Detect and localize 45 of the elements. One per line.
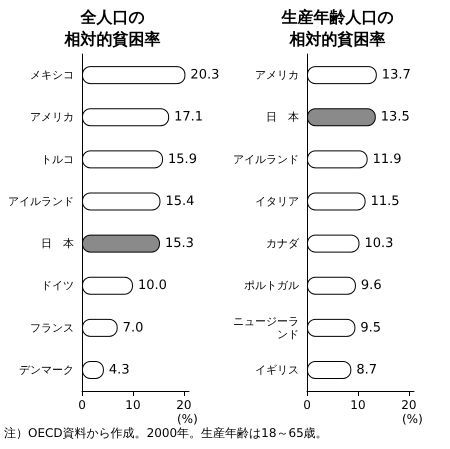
x-tick-label: 10 bbox=[350, 398, 366, 412]
y-tick-label: ニュージーランド bbox=[233, 314, 299, 341]
data-label: 11.9 bbox=[372, 152, 402, 167]
data-label: 7.0 bbox=[122, 320, 144, 336]
y-tick-label: アイルランド bbox=[8, 194, 74, 208]
x-tick-label: 10 bbox=[125, 398, 141, 412]
data-label: 13.5 bbox=[380, 110, 410, 125]
data-label: 15.3 bbox=[164, 236, 194, 252]
y-tick-label: トルコ bbox=[41, 152, 74, 166]
x-axis-title: (%) bbox=[177, 412, 198, 426]
y-tick-label: デンマーク bbox=[19, 363, 74, 376]
x-tick-label: 20 bbox=[176, 398, 192, 412]
data-label: 13.7 bbox=[382, 68, 411, 83]
data-label: 15.9 bbox=[168, 152, 197, 167]
chart-title: 生産年齢人口の bbox=[280, 8, 394, 26]
y-tick-label: 日 本 bbox=[266, 110, 299, 124]
data-label: 10.3 bbox=[364, 236, 394, 252]
text: 注）OECD資料から作成。2000年。生産年齢は18～65歳。 bbox=[3, 425, 329, 442]
data-label: 8.7 bbox=[356, 362, 378, 378]
y-tick-label: アメリカ bbox=[30, 110, 74, 124]
y-tick-label: フランス bbox=[30, 321, 74, 334]
y-tick-label: イタリア bbox=[255, 194, 299, 208]
y-tick-label: ポルトガル bbox=[244, 279, 299, 292]
data-label: 9.5 bbox=[360, 320, 382, 336]
data-label: 9.6 bbox=[360, 278, 382, 294]
x-tick-label: 20 bbox=[401, 398, 417, 412]
x-tick-label: 0 bbox=[78, 398, 86, 412]
x-axis-title: (%) bbox=[402, 412, 423, 426]
data-label: 10.0 bbox=[138, 278, 167, 294]
chart-subtitle: 相対的貧困率 bbox=[288, 30, 386, 48]
data-label: 11.5 bbox=[370, 194, 400, 209]
data-label: 15.4 bbox=[165, 194, 194, 209]
data-label: 4.3 bbox=[108, 362, 130, 378]
chart-title: 全人口の bbox=[80, 8, 144, 26]
y-tick-label: カナダ bbox=[266, 237, 300, 250]
y-tick-label: ドイツ bbox=[41, 279, 74, 292]
chart-subtitle: 相対的貧困率 bbox=[64, 30, 160, 48]
y-tick-label: アイルランド bbox=[233, 152, 299, 166]
y-tick-label: アメリカ bbox=[255, 68, 299, 82]
data-label: 17.1 bbox=[174, 110, 204, 125]
y-tick-label: 日 本 bbox=[41, 237, 74, 250]
x-tick-label: 0 bbox=[303, 398, 311, 412]
y-tick-label: イギリス bbox=[255, 363, 299, 376]
y-tick-label: メキシコ bbox=[30, 68, 74, 82]
data-label: 20.3 bbox=[190, 68, 220, 83]
